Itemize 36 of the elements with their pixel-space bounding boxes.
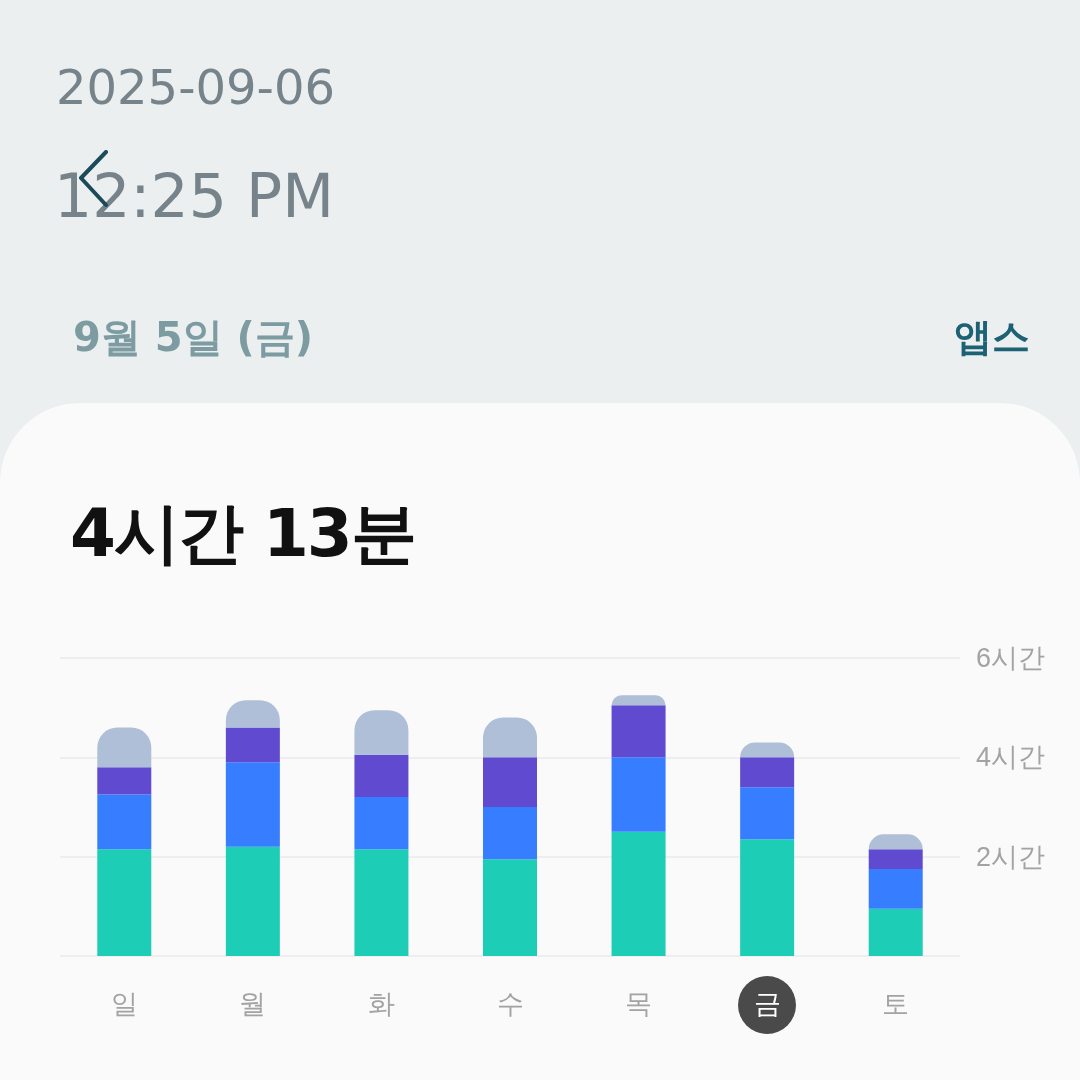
x-tick-label: 목 — [625, 988, 653, 1019]
bar — [611, 831, 666, 956]
text: 2025-09-06 — [56, 59, 335, 116]
y-tick-label: 4시간 — [976, 742, 1046, 773]
x-tick-label: 수 — [496, 988, 524, 1019]
text: 12:25 PM — [54, 161, 334, 231]
bar — [868, 849, 923, 870]
x-tick-label: 화 — [367, 988, 395, 1019]
bar — [225, 727, 280, 763]
y-tick-label: 2시간 — [976, 841, 1046, 872]
x-tick-label: 금 — [753, 988, 781, 1019]
bar — [868, 869, 923, 909]
bar — [740, 839, 795, 956]
bar — [225, 846, 280, 956]
bar — [354, 754, 409, 798]
bar — [868, 908, 923, 956]
bar — [97, 849, 152, 956]
y-tick-label: 6시간 — [976, 643, 1046, 673]
bar — [483, 757, 537, 807]
bar — [97, 794, 152, 850]
text: 앱스 — [954, 315, 1030, 360]
chart-title: 4시간 13분 — [70, 495, 415, 572]
bar — [740, 787, 795, 840]
bar — [354, 797, 409, 850]
chart-subtitle: 9월 5일 (금) — [73, 314, 314, 360]
x-tick-label: 월 — [239, 988, 267, 1019]
bar — [225, 762, 280, 847]
bar — [611, 757, 666, 832]
bar — [354, 849, 409, 956]
bar — [611, 705, 666, 758]
bar — [97, 767, 152, 795]
bar — [740, 757, 795, 788]
x-tick-label: 토 — [882, 988, 910, 1019]
bar — [483, 859, 537, 956]
bar — [483, 807, 537, 860]
x-tick-label: 일 — [110, 988, 138, 1019]
